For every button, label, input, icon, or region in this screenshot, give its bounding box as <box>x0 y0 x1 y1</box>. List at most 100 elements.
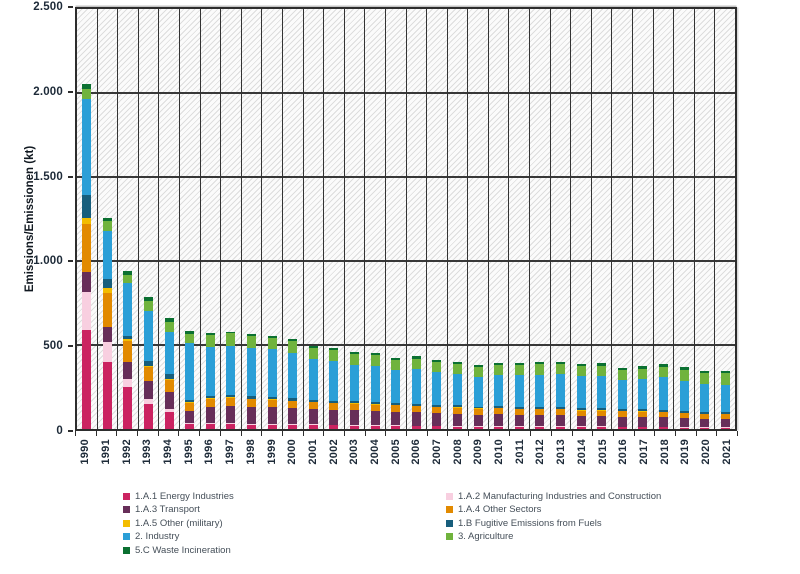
bar-2014 <box>576 9 586 429</box>
bar-segment <box>205 333 215 336</box>
bar-segment <box>226 346 236 395</box>
x-tick-mark <box>407 431 428 436</box>
bar-2000 <box>288 9 298 429</box>
legend-item-label: 1.A.3 Transport <box>135 504 200 515</box>
x-tick-label-2018: 2018 <box>658 439 671 465</box>
bar-segment <box>535 407 545 410</box>
bar-segment <box>597 408 607 411</box>
x-tick-mark <box>345 431 366 436</box>
bar-segment <box>494 426 504 429</box>
legend-item: 3. Agriculture <box>446 531 661 542</box>
bar-segment <box>267 349 277 398</box>
bar-1994 <box>164 9 174 429</box>
bar-segment <box>720 373 730 385</box>
x-tick-label-2007: 2007 <box>431 439 444 465</box>
bar-1993 <box>144 9 154 429</box>
bar-segment <box>185 402 195 411</box>
bar-segment <box>535 409 545 416</box>
x-tick-label-2010: 2010 <box>493 439 506 465</box>
bar-segment <box>308 399 318 402</box>
x-tick-mark <box>262 431 283 436</box>
bar-segment <box>597 410 607 417</box>
bar-segment <box>123 361 133 380</box>
bar-segment <box>288 339 298 342</box>
bar-segment <box>350 425 360 429</box>
bar-segment <box>411 358 421 370</box>
bar-segment <box>411 412 421 426</box>
bar-segment <box>555 409 565 416</box>
bar-segment <box>617 368 627 371</box>
bar-segment <box>432 372 442 405</box>
x-tick-label-2008: 2008 <box>451 439 464 465</box>
year-column-1992 <box>118 9 139 429</box>
bar-segment <box>658 426 668 428</box>
bar-segment <box>535 415 545 427</box>
bar-segment <box>473 406 483 409</box>
bar-segment <box>658 366 668 377</box>
bar-segment <box>391 405 401 412</box>
bar-segment <box>82 292 92 331</box>
bar-segment <box>226 405 236 424</box>
bar-1992 <box>123 9 133 429</box>
bar-segment <box>370 425 380 429</box>
x-tick-mark <box>697 431 718 436</box>
legend-item: 5.C Waste Incineration <box>123 544 446 556</box>
bar-segment <box>329 403 339 410</box>
bar-segment <box>82 195 92 219</box>
bar-2004 <box>370 9 380 429</box>
bar-segment <box>411 369 421 404</box>
year-column-2003 <box>345 9 366 429</box>
legend-item: 1.A.2 Manufacturing Industries and Const… <box>446 491 661 502</box>
x-tick-label-2021: 2021 <box>720 439 733 465</box>
bar-segment <box>226 424 236 429</box>
year-column-1997 <box>221 9 242 429</box>
bar-segment <box>700 412 710 414</box>
bar-segment <box>329 349 339 362</box>
bar-segment <box>185 402 195 403</box>
bar-segment <box>514 406 524 409</box>
bar-segment <box>123 283 133 337</box>
bar-segment <box>185 399 195 403</box>
bar-segment <box>658 427 668 429</box>
bar-2012 <box>535 9 545 429</box>
bar-segment <box>432 426 442 429</box>
bar-segment <box>102 218 112 222</box>
x-tick-mark <box>304 431 325 436</box>
bar-segment <box>226 423 236 425</box>
bar-segment <box>452 426 462 429</box>
bar-segment <box>638 366 648 369</box>
legend-item-label: 5.C Waste Incineration <box>135 544 231 556</box>
bar-segment <box>494 408 504 415</box>
bar-segment <box>576 426 586 428</box>
bar-segment <box>308 345 318 348</box>
bar-segment <box>638 427 648 429</box>
bar-segment <box>288 352 298 399</box>
bar-segment <box>473 364 483 368</box>
y-tick-label: 2.000 <box>33 85 63 98</box>
bar-1998 <box>247 9 257 429</box>
bar-segment <box>576 408 586 411</box>
bar-segment <box>576 364 586 367</box>
bar-segment <box>350 403 360 411</box>
legend-color-swatch <box>123 533 130 540</box>
bar-segment <box>679 427 689 429</box>
bar-segment <box>267 337 277 350</box>
x-tick-mark <box>593 431 614 436</box>
bar-1990 <box>82 9 92 429</box>
x-tick-label-2001: 2001 <box>306 439 319 465</box>
y-tick-label: 1.000 <box>33 255 63 268</box>
bar-segment <box>720 414 730 420</box>
x-tick-label-2005: 2005 <box>389 439 402 465</box>
bar-segment <box>102 230 112 279</box>
bar-segment <box>82 89 92 100</box>
x-tick-mark <box>676 431 697 436</box>
x-tick-label-2011: 2011 <box>513 439 526 465</box>
x-tick-mark <box>552 431 573 436</box>
bar-2001 <box>308 9 318 429</box>
bar-segment <box>720 419 730 428</box>
bar-segment <box>452 405 462 408</box>
bar-segment <box>288 400 298 409</box>
bar-segment <box>164 374 174 380</box>
bar-segment <box>144 311 154 361</box>
